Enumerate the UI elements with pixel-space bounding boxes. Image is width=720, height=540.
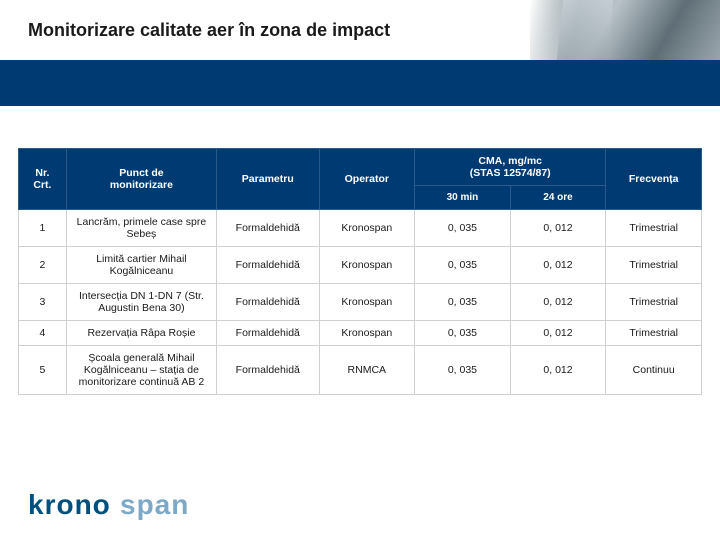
cell-frecv: Trimestrial [606,321,702,346]
col-nr: Nr.Crt. [19,149,67,210]
col-cma-30: 30 min [415,186,511,210]
cell-param: Formaldehidă [217,346,319,395]
cell-c24: 0, 012 [510,346,606,395]
table-head: Nr.Crt. Punct demonitorizare Parametru O… [19,149,702,210]
cell-frecv: Continuu [606,346,702,395]
cell-c24: 0, 012 [510,321,606,346]
header-photo-placeholder [530,0,720,60]
cell-c30: 0, 035 [415,247,511,284]
cell-punct: Rezervația Râpa Roșie [66,321,216,346]
cell-c24: 0, 012 [510,284,606,321]
cell-frecv: Trimestrial [606,210,702,247]
table-row: 3Intersecția DN 1-DN 7 (Str. Augustin Be… [19,284,702,321]
cell-param: Formaldehidă [217,210,319,247]
cell-nr: 1 [19,210,67,247]
table-row: 5Școala generală Mihail Kogălniceanu – s… [19,346,702,395]
cell-nr: 2 [19,247,67,284]
cell-operator: Kronospan [319,284,415,321]
col-param: Parametru [217,149,319,210]
table-body: 1Lancrăm, primele case spre SebeșFormald… [19,210,702,395]
cell-punct: Lancrăm, primele case spre Sebeș [66,210,216,247]
cell-c30: 0, 035 [415,210,511,247]
cell-operator: Kronospan [319,210,415,247]
table-row: 2Limită cartier Mihail KogălniceanuForma… [19,247,702,284]
logo-text-light: span [120,489,189,520]
cell-c30: 0, 035 [415,346,511,395]
kronospan-logo: krono span [28,488,218,522]
cell-nr: 4 [19,321,67,346]
col-punct: Punct demonitorizare [66,149,216,210]
logo-text-dark: krono [28,489,111,520]
cell-frecv: Trimestrial [606,247,702,284]
cell-nr: 3 [19,284,67,321]
cell-operator: Kronospan [319,247,415,284]
cell-c24: 0, 012 [510,247,606,284]
cell-param: Formaldehidă [217,321,319,346]
table-wrap: Nr.Crt. Punct demonitorizare Parametru O… [0,106,720,395]
cell-operator: Kronospan [319,321,415,346]
cell-c30: 0, 035 [415,321,511,346]
cell-punct: Intersecția DN 1-DN 7 (Str. Augustin Ben… [66,284,216,321]
cell-frecv: Trimestrial [606,284,702,321]
cell-param: Formaldehidă [217,284,319,321]
cell-nr: 5 [19,346,67,395]
blue-accent-bar [0,60,720,106]
cell-punct: Școala generală Mihail Kogălniceanu – st… [66,346,216,395]
col-frecv: Frecvența [606,149,702,210]
col-cma-24: 24 ore [510,186,606,210]
cell-operator: RNMCA [319,346,415,395]
col-cma-group: CMA, mg/mc(STAS 12574/87) [415,149,606,186]
page-title: Monitorizare calitate aer în zona de imp… [0,20,390,41]
table-row: 1Lancrăm, primele case spre SebeșFormald… [19,210,702,247]
cell-c30: 0, 035 [415,284,511,321]
cell-param: Formaldehidă [217,247,319,284]
air-quality-table: Nr.Crt. Punct demonitorizare Parametru O… [18,148,702,395]
cell-c24: 0, 012 [510,210,606,247]
table-row: 4Rezervația Râpa RoșieFormaldehidăKronos… [19,321,702,346]
col-oper: Operator [319,149,415,210]
cell-punct: Limită cartier Mihail Kogălniceanu [66,247,216,284]
title-band: Monitorizare calitate aer în zona de imp… [0,0,720,60]
